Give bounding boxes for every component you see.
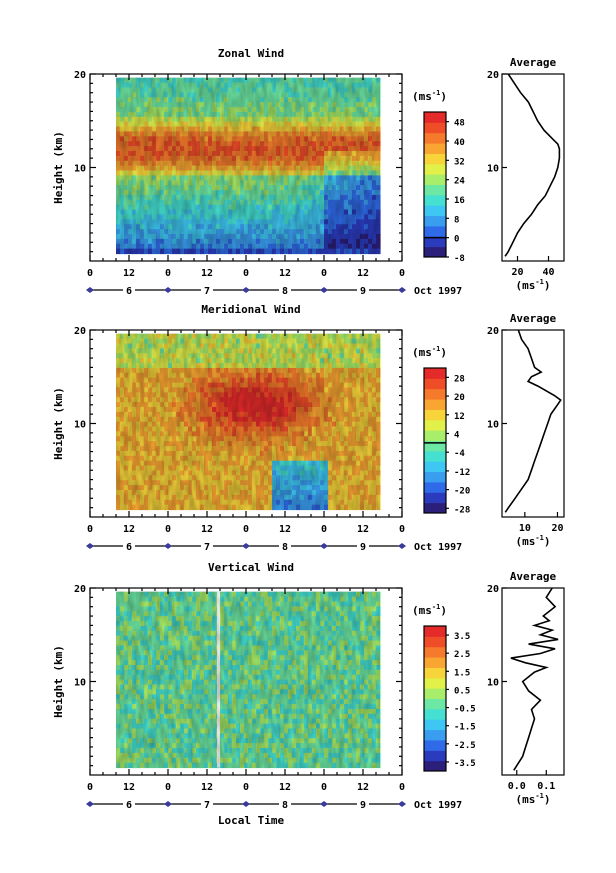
y-axis-label: Height (km) — [52, 131, 65, 204]
x-tick-label: 0 — [165, 524, 171, 535]
x-tick-label: 0 — [165, 268, 171, 279]
colorbar-swatch — [424, 132, 446, 144]
average-frame — [501, 73, 565, 262]
colorbar-swatch — [424, 122, 446, 134]
panel-title: Meridional Wind — [201, 303, 300, 316]
date-tick-label: 6 — [126, 286, 132, 297]
colorbar-tick-label: 16 — [454, 196, 465, 206]
x-tick-label: 12 — [123, 268, 135, 279]
date-label-bg — [357, 284, 369, 296]
x-tick-label: 12 — [357, 268, 369, 279]
colorbar-swatch — [424, 112, 446, 123]
average-title: Average — [510, 56, 557, 69]
heatmap-field — [116, 333, 381, 511]
x-tick-label: 0 — [321, 524, 327, 535]
colorbar-swatch — [424, 215, 446, 227]
colorbar: 48 40 32 24 16 8 0 -8 (ms-1) — [412, 89, 465, 264]
y-tick-label: 10 — [74, 164, 86, 175]
x-tick-label: 12 — [123, 524, 135, 535]
colorbar-swatch — [424, 143, 446, 154]
heatmap-field — [116, 77, 381, 255]
date-tick-label: 7 — [204, 286, 210, 297]
x-tick-label: 0 — [243, 524, 249, 535]
colorbar-tick-label: -8 — [454, 254, 465, 264]
colorbar-swatch — [424, 184, 446, 196]
panel-1: Zonal Wind 10 20 Height (km) 0 12 0 12 0 12 0 12 0 6 7… — [52, 47, 565, 297]
colorbar-swatch — [424, 236, 446, 248]
colorbar-swatch — [424, 153, 446, 165]
colorbar-swatch — [424, 174, 446, 185]
date-marker — [86, 287, 94, 293]
colorbar-swatch — [424, 163, 446, 175]
x-tick-label: 0 — [321, 268, 327, 279]
colorbar-swatch — [424, 205, 446, 217]
texture — [116, 333, 380, 510]
y-tick-label: 20 — [74, 70, 86, 81]
panel-title: Zonal Wind — [218, 47, 284, 60]
colorbar-tick-label: 32 — [454, 157, 465, 167]
date-marker — [242, 287, 250, 293]
colorbar-swatch — [424, 225, 446, 237]
y-tick-label: 20 — [74, 326, 86, 337]
x-tick-label: 0 — [399, 268, 405, 279]
average-profile: Average 10 20 20 40(ms-1) — [487, 56, 565, 292]
colorbar-tick-label: 0 — [454, 235, 459, 245]
date-tick-label: 8 — [282, 286, 288, 297]
x-tick-label: 12 — [201, 524, 213, 535]
average-x-label: (ms-1) — [516, 278, 551, 292]
x-tick-label: 0 — [243, 268, 249, 279]
y-tick-label: 10 — [74, 420, 86, 431]
date-label-bg — [279, 284, 291, 296]
date-axis-label: Oct 1997 — [414, 286, 462, 297]
average-x-tick-label: 20 — [511, 267, 523, 278]
colorbar-frame — [423, 111, 447, 258]
x-tick-label: 0 — [87, 524, 93, 535]
texture — [116, 77, 380, 254]
colorbar-swatch — [424, 194, 446, 206]
colorbar-tick-label: 40 — [454, 138, 465, 148]
date-marker — [164, 287, 172, 293]
x-tick-label: 12 — [201, 268, 213, 279]
panel-2: Meridional Wind 10 20 Height (km) 0 12 0 12 0 12 0… — [52, 303, 565, 553]
colorbar-tick-label: 48 — [454, 119, 465, 129]
colorbar-unit: (ms-1) — [412, 89, 447, 103]
date-label-bg — [201, 284, 213, 296]
x-tick-label: 0 — [87, 268, 93, 279]
y-axis-label: Height (km) — [52, 387, 65, 460]
average-y-tick-label: 20 — [487, 70, 499, 81]
colorbar-tick-label: 24 — [454, 177, 465, 187]
average-y-tick-label: 10 — [487, 164, 499, 175]
average-profile-line — [504, 73, 561, 257]
x-tick-label: 0 — [399, 524, 405, 535]
x-tick-label: 12 — [279, 268, 291, 279]
average-x-tick-label: 40 — [542, 267, 554, 278]
date-label-bg — [123, 284, 135, 296]
colorbar-swatch — [424, 246, 446, 258]
date-marker — [320, 287, 328, 293]
date-marker — [398, 287, 406, 293]
date-tick-label: 9 — [360, 286, 366, 297]
x-tick-label: 12 — [279, 524, 291, 535]
x-tick-label: 12 — [357, 524, 369, 535]
colorbar-tick-label: 8 — [454, 215, 459, 225]
